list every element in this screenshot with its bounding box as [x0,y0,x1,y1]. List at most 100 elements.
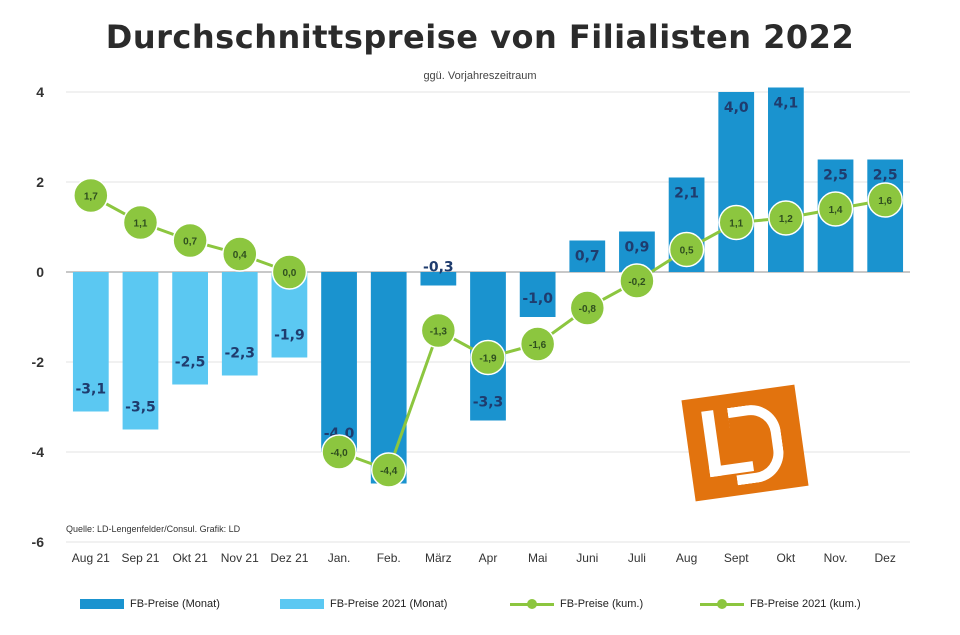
bar [519,272,556,317]
x-tick-label: Sep 21 [121,551,159,565]
ld-logo [681,384,809,502]
bar-label: 2,1 [674,186,699,202]
x-tick-label: März [425,551,452,565]
legend-item-fb-preise-2021-monat: FB-Preise 2021 (Monat) [280,594,447,614]
point-label: 1,1 [729,219,743,230]
x-tick-label: Mai [528,551,547,565]
bar [172,272,208,385]
line-point [668,231,705,268]
bar-label: 2,5 [873,168,898,184]
point-label: 0,4 [233,250,247,261]
bar-label: 4,0 [724,100,749,116]
point-label: -1,6 [529,340,547,351]
bar [718,92,755,272]
bar-label: -1,0 [522,291,553,307]
legend-label: FB-Preise (kum.) [560,598,644,610]
point-label: -0,2 [628,277,646,288]
bar-label: 0,7 [575,249,600,265]
chart-title: Durchschnittspreise von Filialisten 2022 [105,18,855,56]
line-point [569,290,606,326]
legend-item-fb-preise-2021-kum: FB-Preise 2021 (kum.) [700,594,861,614]
x-tick-label: Okt [777,551,796,565]
legend-swatch-bar-current [80,599,124,609]
line-point [470,339,506,376]
bar-label: -2,3 [224,346,255,362]
line-point [222,236,258,272]
legend-line-marker [700,598,744,610]
x-tick-label: Dez [875,551,896,565]
line-point [619,263,655,299]
line-point [122,204,159,241]
line-point [73,177,109,214]
point-label: 1,1 [134,219,148,230]
point-label: -4,4 [380,466,398,477]
bar [370,272,407,484]
x-tick-label: Sept [724,551,749,565]
bar-label: 4,1 [773,96,798,112]
bar [221,272,258,376]
legend-label: FB-Preise 2021 (kum.) [750,598,861,610]
line-point [867,182,903,218]
chart-legend: FB-Preise (Monat) FB-Preise 2021 (Monat)… [80,594,940,614]
bar [768,87,804,272]
bar-label: -3,1 [76,382,107,398]
bar-label: -3,3 [473,395,504,411]
x-tick-label: Jan. [328,551,351,565]
x-tick-label: Dez 21 [270,551,308,565]
line-point [420,312,457,349]
bar [122,272,159,430]
x-tick-label: Juni [576,551,598,565]
bar-label: 2,5 [823,168,848,184]
y-tick-label: 0 [36,264,44,280]
point-label: 1,2 [779,214,793,225]
x-tick-label: Apr [479,551,498,565]
y-tick-label: -2 [32,354,45,370]
bar-label: -0,3 [423,260,454,276]
line-point [271,254,308,290]
line-point [172,222,208,259]
bar [569,240,606,272]
line-point [768,200,804,236]
x-tick-label: Okt 21 [172,551,208,565]
y-tick-label: -4 [32,444,45,460]
point-label: -1,9 [479,354,497,365]
bar [321,272,357,452]
legend-swatch-bar-prev [280,599,324,609]
bar [420,272,457,286]
x-tick-label: Nov 21 [221,551,259,565]
y-tick-label: 2 [36,174,44,190]
point-label: 0,5 [680,246,694,257]
bar-label: -3,5 [125,400,156,416]
chart-subtitle: ggü. Vorjahreszeitraum [423,70,537,82]
line-point [718,204,754,241]
y-tick-label: 4 [36,84,44,100]
line-point [817,191,854,227]
y-tick-label: -6 [32,534,45,550]
legend-line-marker [510,598,554,610]
x-tick-label: Aug [676,551,697,565]
bar-label: 0,9 [625,240,650,256]
legend-label: FB-Preise (Monat) [130,598,220,610]
bar-label: -1,9 [274,328,305,344]
legend-label: FB-Preise 2021 (Monat) [330,598,448,610]
x-tick-label: Nov. [824,551,848,565]
source-note: Quelle: LD-Lengenfelder/Consul. Grafik: … [66,524,241,534]
x-tick-label: Aug 21 [72,551,110,565]
line-point [321,434,357,470]
line-point [519,326,556,362]
point-label: 0,0 [282,268,296,279]
point-label: -0,8 [579,304,597,315]
x-tick-label: Feb. [377,551,401,565]
point-label: -1,3 [430,327,448,338]
point-label: 0,7 [183,237,197,248]
bar [72,272,109,412]
legend-item-fb-preise-monat: FB-Preise (Monat) [80,594,220,614]
line-point [370,452,407,488]
point-label: 1,6 [878,196,892,207]
point-label: -4,0 [330,448,348,459]
legend-item-fb-preise-kum: FB-Preise (kum.) [510,594,643,614]
point-label: 1,4 [829,205,843,216]
x-tick-label: Juli [628,551,646,565]
point-label: 1,7 [84,192,98,203]
